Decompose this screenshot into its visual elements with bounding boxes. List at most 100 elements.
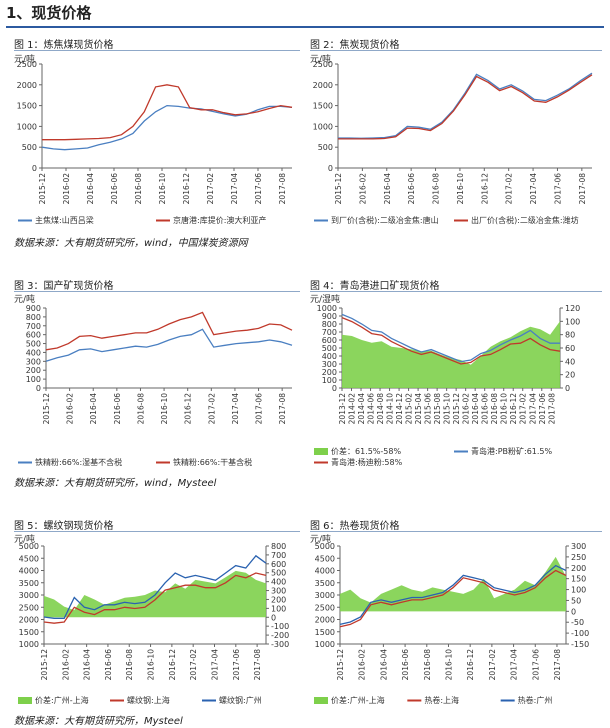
- y-tick-label: 1000: [313, 122, 333, 131]
- x-tick-label: 2016-08: [134, 173, 143, 205]
- y-tick-label: 300: [26, 357, 41, 366]
- x-tick-label: 2015-12: [38, 173, 47, 205]
- x-tick-label: 2016-12: [182, 173, 191, 205]
- y2-tick-label: 100: [565, 317, 580, 326]
- x-tick-label: 2015-08: [433, 393, 442, 425]
- y2-tick-label: 80: [565, 331, 575, 340]
- y2-tick-label: 100: [571, 586, 586, 595]
- x-tick-label: 2017-04: [230, 173, 239, 205]
- y-tick-label: 1500: [315, 628, 335, 637]
- series-line-1: [43, 572, 267, 624]
- x-tick-label: 2015-12: [40, 649, 49, 681]
- source-row-1: 数据来源：大有期货研究所，wind，中国煤炭资源网: [14, 238, 248, 249]
- x-tick-label: 2016-10: [158, 173, 167, 205]
- y-tick-label: 2000: [315, 616, 335, 625]
- y-tick-label: 4000: [315, 567, 335, 576]
- x-tick-label: 2017-02: [488, 649, 497, 681]
- y2-tick-label: 50: [571, 596, 581, 605]
- x-tick-label: 2017-02: [206, 173, 215, 205]
- y-tick-label: 0: [332, 384, 337, 393]
- source-row-3: 数据来源：大有期货研究所，Mysteel: [14, 716, 183, 727]
- series-line-1: [45, 311, 293, 351]
- x-tick-label: 2014-08: [376, 393, 385, 425]
- y2-tick-label: 120: [565, 304, 580, 313]
- x-tick-label: 2016-06: [110, 173, 119, 205]
- x-tick-label: 2016-06: [401, 649, 410, 681]
- y2-tick-label: -50: [571, 618, 584, 627]
- y-tick-label: 1000: [17, 122, 37, 131]
- chart-2: 元/吨 0 500 1000 1500 2000 2500 2015-12 2016-02 201…: [310, 53, 593, 225]
- x-tick-label: 2014-04: [357, 393, 366, 425]
- x-tick-label: 2016-06: [407, 173, 416, 205]
- x-tick-label: 2016-04: [86, 173, 95, 205]
- y-tick-label: 3500: [19, 579, 39, 588]
- y2-tick-label: -300: [271, 640, 289, 649]
- chart-4-title: 图 4：青岛港进口矿现货价格: [310, 281, 440, 292]
- y2-tick-label: -200: [271, 631, 289, 640]
- x-tick-label: 2016-12: [466, 649, 475, 681]
- series-line-1: [341, 313, 560, 363]
- section-title: 1、现货价格: [6, 4, 92, 22]
- x-tick-label: 2016-02: [358, 649, 367, 681]
- section-rule: [6, 26, 604, 28]
- x-tick-label: 2016-10: [160, 393, 169, 425]
- y2-tick-label: 0: [571, 607, 576, 616]
- x-tick-label: 2017-08: [553, 649, 562, 681]
- x-tick-label: 2016-08: [125, 649, 134, 681]
- y2-tick-label: 60: [565, 344, 575, 353]
- y-tick-label: 2500: [17, 60, 37, 69]
- y-tick-label: 2500: [19, 603, 39, 612]
- y2-tick-label: 500: [271, 569, 286, 578]
- legend-label-1: 青岛港:PB粉矿:61.5%: [471, 446, 553, 456]
- chart-4: 元/湿吨010020030040050060070080090010000204…: [310, 293, 580, 467]
- x-tick-label: 2015-06: [424, 393, 433, 425]
- y-tick-label: 4500: [315, 554, 335, 563]
- y2-tick-label: 0: [271, 613, 276, 622]
- legend-label-0: 价差:广州-上海: [331, 695, 385, 705]
- x-tick-label: 2016-08: [136, 393, 145, 425]
- y2-tick-label: 250: [571, 553, 586, 562]
- y2-tick-label: 20: [565, 371, 575, 380]
- series-line-2: [43, 554, 267, 619]
- y-axis-label: 元/湿吨: [310, 293, 340, 305]
- y-tick-label: 600: [26, 331, 41, 340]
- x-tick-label: 2016-06: [104, 649, 113, 681]
- y2-tick-label: 800: [271, 542, 286, 551]
- y-tick-label: 1000: [315, 640, 335, 649]
- series-line-0: [338, 72, 593, 139]
- chart-5-title: 图 5：螺纹钢现货价格: [14, 521, 114, 532]
- x-tick-label: 2017-06: [553, 173, 562, 205]
- series-line-1: [42, 84, 293, 141]
- x-tick-label: 2017-08: [253, 649, 262, 681]
- y-tick-label: 600: [322, 336, 337, 345]
- x-tick-label: 2016-04: [471, 393, 480, 425]
- x-tick-label: 2015-02: [405, 393, 414, 425]
- x-tick-label: 2017-02: [207, 393, 216, 425]
- x-tick-label: 2017-04: [510, 649, 519, 681]
- x-tick-label: 2017-02: [505, 173, 514, 205]
- chart-2-title: 图 2：焦炭现货价格: [310, 40, 400, 51]
- legend-label-1: 热卷:上海: [424, 695, 459, 705]
- y-tick-label: 2500: [315, 603, 335, 612]
- y2-tick-label: 400: [271, 578, 286, 587]
- chart-1: 元/吨 0 500 1000 1500 2000 2500 2015-12 2016-02 201…: [14, 53, 293, 225]
- legend-label-2: 青岛港:杨迪粉:58%: [331, 457, 403, 467]
- x-tick-label: 2016-12: [480, 173, 489, 205]
- series-area-0: [340, 556, 566, 612]
- x-tick-label: 2016-12: [184, 393, 193, 425]
- y-tick-label: 100: [322, 376, 337, 385]
- series-line-2: [339, 564, 567, 626]
- y2-tick-label: 300: [571, 542, 586, 551]
- x-tick-label: 2016-08: [423, 649, 432, 681]
- y-tick-label: 100: [26, 375, 41, 384]
- y-tick-label: 500: [22, 143, 37, 152]
- y-axis-label: 元/吨: [310, 53, 331, 65]
- x-tick-label: 2015-10: [443, 393, 452, 425]
- x-tick-label: 2017-06: [538, 393, 547, 425]
- x-tick-label: 2017-04: [210, 649, 219, 681]
- y-tick-label: 500: [26, 340, 41, 349]
- y-tick-label: 5000: [19, 542, 39, 551]
- y-tick-label: 0: [32, 164, 37, 173]
- y-axis-label: 元/吨: [14, 293, 35, 305]
